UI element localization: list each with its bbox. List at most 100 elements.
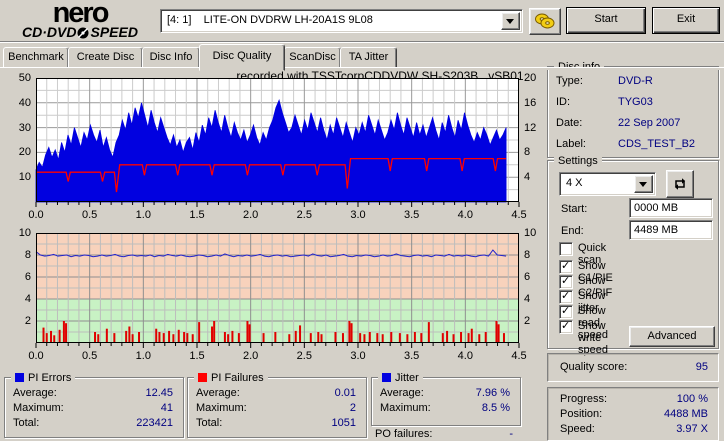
axis-tick-label: 8 [524,249,531,261]
stat-value: 223421 [136,417,173,429]
axis-tick-label: 1.5 [189,350,205,362]
speed-selector-combobox[interactable]: 4 X [559,172,656,196]
axis-tick-label: 20 [524,72,537,84]
jitter-swatch-icon [382,373,391,382]
disc-info-groupbox: Disc info Type:DVD-R ID:TYG03 Date:22 Se… [547,60,719,158]
tab-create-disc[interactable]: Create Disc [68,47,143,69]
axis-tick-label: 4.5 [511,350,527,362]
settings-groupbox: Settings 4 X Start: End: Quick scan Show… [547,154,719,356]
tab-scandisc[interactable]: ScanDisc [284,47,341,69]
stat-value: 0.01 [334,387,356,399]
progress-panel: Progress: 100 % Position: 4488 MB Speed:… [547,387,719,441]
show-c2-pif-label: Show C2/PIF [578,275,613,299]
disc-info-value: TYG03 [618,96,653,108]
stat-value: 8.5 % [481,402,510,414]
quality-score-label: Quality score: [560,361,628,373]
show-c1-pie-checkbox[interactable] [559,259,573,274]
drive-selector-value: [4: 1] LITE-ON DVDRW LH-20A1S 9L08 [167,14,373,26]
drive-selector-combobox[interactable]: [4: 1] LITE-ON DVDRW LH-20A1S 9L08 [160,9,523,33]
axis-tick-label: 6 [524,271,531,283]
axis-tick-label: 50 [18,72,31,84]
nero-logo-text: nero [52,0,110,29]
axis-tick-label: 4.0 [457,350,473,362]
pi-errors-groupbox: PI Errors Average: 12.45 Maximum: 41 Total… [4,371,184,438]
axis-tick-label: 4 [524,171,531,184]
stat-label: Average: [196,387,240,399]
position-value: 4488 MB [663,408,708,420]
stat-label: Total: [196,417,223,429]
axis-tick-label: 1.0 [135,209,151,221]
start-button[interactable]: Start [566,7,646,34]
tab-benchmark[interactable]: Benchmark [3,47,69,69]
quality-score-panel: Quality score: 95 [547,353,719,382]
stat-label: Average: [13,387,57,399]
axis-tick-label: 10 [18,227,31,239]
disc-icon [77,27,89,39]
show-c1-pie-label: Show C1/PIE [578,260,613,284]
pi-errors-title: PI Errors [28,371,72,384]
cd-dvd-speed-logo-text: CD·DVD SPEED [4,25,156,39]
jitter-groupbox: Jitter Average: 7.96 % Maximum: 8.5 % [371,371,521,426]
refresh-speeds-button[interactable] [666,170,694,198]
progress-label: Progress: [560,393,608,405]
show-write-speed-label: Show write speed [578,320,608,356]
dropdown-arrow-icon[interactable] [634,175,653,193]
pi-errors-chart [30,75,524,209]
show-read-speed-label: Show read speed [578,305,608,341]
jitter-legend: Jitter [378,371,423,384]
speed-value: 3.97 X [676,423,708,435]
disc-info-label: Type: [556,75,583,87]
pi-failures-title: PI Failures [211,371,264,384]
axis-tick-label: 2.0 [243,209,259,221]
axis-tick-label: 8 [24,249,31,261]
axis-tick-label: 0.5 [82,350,98,362]
stat-value: 12.45 [145,387,173,399]
disc-info-value: CDS_TEST_B2 [618,138,696,150]
po-failures-value: - [509,428,513,440]
disc-info-value: 22 Sep 2007 [618,117,681,129]
axis-tick-label: 2.5 [296,350,312,362]
show-read-speed-checkbox[interactable] [559,304,573,319]
quick-scan-checkbox[interactable] [559,242,573,256]
disc-info-label: ID: [556,96,571,108]
tab-ta-jitter[interactable]: TA Jitter [340,47,397,69]
axis-tick-label: 1.0 [135,350,151,362]
discs-icon [534,12,556,33]
axis-tick-label: 1.5 [189,209,205,221]
axis-tick-label: 3.5 [404,350,420,362]
stat-label: Maximum: [380,402,431,414]
show-c2-pif-checkbox[interactable] [559,274,573,289]
speed-label: Speed: [560,423,595,435]
axis-tick-label: 2 [24,315,31,327]
pi-failures-legend: PI Failures [194,371,268,384]
tab-disc-info[interactable]: Disc Info [142,47,200,69]
dropdown-arrow-icon[interactable] [501,12,520,30]
stat-value: 7.96 % [475,387,510,399]
advanced-button-label: Advanced [647,330,697,342]
quality-score-value: 95 [695,361,708,373]
exit-button[interactable]: Exit [652,7,720,34]
refresh-icon [672,176,688,195]
axis-tick-label: 30 [18,121,31,134]
stat-value: 1051 [331,417,356,429]
show-write-speed-checkbox[interactable] [559,319,573,334]
axis-tick-label: 12 [524,121,537,134]
show-jitter-checkbox[interactable] [559,289,573,304]
axis-tick-label: 20 [18,146,31,159]
disc-eject-button[interactable] [529,8,561,35]
stat-value: 2 [349,402,356,414]
axis-tick-label: 4.5 [511,209,527,221]
settings-legend: Settings [554,154,602,167]
end-input[interactable] [629,220,713,240]
axis-tick-label: 0.0 [28,209,44,221]
disc-info-value: DVD-R [618,75,653,87]
axis-tick-label: 3.0 [350,350,366,362]
start-input[interactable] [629,198,713,218]
stat-value: 41 [160,402,173,414]
advanced-button[interactable]: Advanced [629,326,715,347]
tab-disc-quality[interactable]: Disc Quality [199,44,285,71]
stat-label: Maximum: [196,402,247,414]
progress-value: 100 % [676,393,708,405]
exit-button-label: Exit [676,13,696,25]
